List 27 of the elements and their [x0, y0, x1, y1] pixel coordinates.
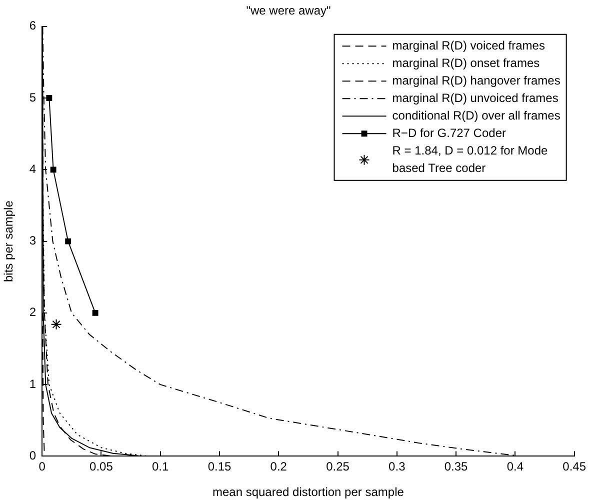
legend-label: R = 1.84, D = 0.012 for Mode based Tree coder	[392, 143, 548, 175]
legend-label: marginal R(D) hangover frames	[392, 73, 560, 88]
chart-title: "we were away"	[246, 4, 331, 18]
y-axis-title: bits per sample	[2, 200, 16, 282]
y-tick-label: 3	[29, 234, 36, 248]
y-tick-label: 0	[29, 448, 36, 463]
x-tick-label: 0.3	[388, 460, 406, 474]
y-tick-label: 4	[29, 162, 36, 176]
legend-label: marginal R(D) onset frames	[392, 56, 540, 70]
x-tick-label: 0.35	[444, 460, 468, 474]
x-tick-label: 0.1	[152, 460, 170, 474]
legend-label: marginal R(D) voiced frames	[392, 38, 545, 52]
x-tick-label: 0.4	[506, 460, 524, 474]
legend-label: marginal R(D) unvoiced frames	[392, 90, 558, 105]
x-tick-label: 0	[38, 460, 46, 474]
legend-label: conditional R(D) over all frames	[392, 108, 560, 122]
legend-label: R−D for G.727 Coder	[392, 126, 506, 140]
x-tick-label: 0.25	[326, 460, 350, 474]
x-tick-label: 0.2	[270, 460, 288, 474]
y-tick-label: 6	[29, 18, 36, 33]
y-tick-label: 1	[29, 376, 36, 391]
x-tick-label: 0.15	[208, 460, 232, 474]
y-tick-label: 5	[29, 90, 36, 104]
y-tick-label: 2	[29, 305, 36, 320]
x-tick-label: 0.05	[90, 460, 114, 474]
x-axis-title: mean squared distortion per sample	[212, 485, 404, 500]
x-tick-label: 0.45	[562, 460, 586, 474]
